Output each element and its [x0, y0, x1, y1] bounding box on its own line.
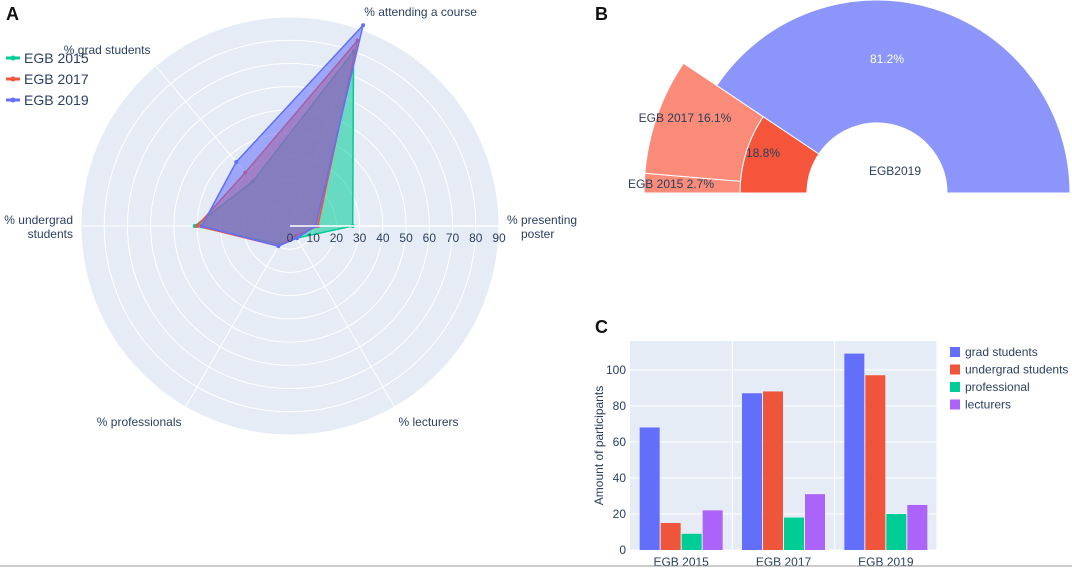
sunburst-label-egb2017: EGB 2017 16.1% [639, 111, 732, 125]
bar-y-tick-label: 40 [613, 471, 627, 485]
radar-series-point [199, 224, 204, 228]
legend-entry-label: EGB 2015 [24, 50, 89, 66]
bar-y-tick-label: 0 [619, 543, 626, 557]
bar [639, 427, 660, 550]
sunburst-chart: 81.2% 18.8% EGB 2017 16.1% EGB 2015 2.7% EGB… [628, 0, 1071, 194]
bar-y-tick-labels: 0 20 40 60 80 100 [606, 363, 626, 557]
bar-x-tick-label: EGB 2017 [756, 555, 812, 568]
bar [763, 391, 783, 550]
bar-x-tick-label: EGB 2015 [653, 555, 709, 568]
bar-legend-label: grad students [965, 345, 1038, 359]
radar-axis-label-line: % lecturers [399, 415, 459, 429]
bar-legend-swatch [950, 382, 960, 392]
bar-legend-swatch [950, 347, 960, 357]
radial-tick-label: 60 [423, 231, 437, 245]
bar-legend-label: lecturers [965, 398, 1011, 412]
radial-tick-label: 10 [307, 231, 321, 245]
radar-series-point [294, 236, 299, 241]
bar-chart: EGB 2015 EGB 2017 EGB 2019 0 20 40 60 80 100 Am… [592, 341, 1068, 568]
radar-legend[interactable]: EGB 2015 EGB 2017 EGB 2019 [6, 50, 89, 108]
radar-axis-label-line: poster [521, 227, 554, 241]
radar-axis-label-line: % presenting [507, 213, 577, 227]
sunburst-label-egb2015: EGB 2015 2.7% [628, 177, 714, 191]
bar-y-tick-label: 60 [613, 435, 627, 449]
radar-tick-labels: 0 10 20 30 40 50 60 70 80 90 [287, 225, 506, 245]
radar-spoke [185, 225, 291, 408]
radial-tick-label: 40 [376, 231, 390, 245]
radar-axis-label-line: % attending a course [364, 5, 477, 19]
radial-tick-label: 50 [399, 231, 413, 245]
radar-series-point [234, 159, 239, 164]
radar-series-point [361, 23, 366, 28]
panel-label-c: C [595, 317, 608, 337]
radar-axis-label: % grad students [64, 43, 151, 57]
bar-marks [639, 353, 928, 550]
bar-plot-background [630, 341, 937, 550]
bar-legend-label: undergrad students [965, 363, 1068, 377]
bar [702, 510, 723, 550]
bar-grid [630, 341, 938, 551]
bar-legend-swatch [950, 399, 960, 410]
bar-y-axis-label: Amount of participants [592, 386, 606, 505]
radar-axis-label: % professionals [97, 415, 182, 429]
radial-tick-label: 0 [287, 231, 294, 245]
radar-chart: 0 10 20 30 40 50 60 70 80 90 % attending a course… [4, 5, 577, 436]
radar-axis-label: % attending a course [364, 5, 477, 19]
bar [886, 513, 907, 550]
panel-label-b: B [595, 4, 608, 24]
bar [784, 517, 804, 550]
panel-label-a: A [6, 4, 19, 24]
radar-axis-label-line: students [28, 227, 73, 241]
radar-axis-label: % presenting poster [507, 213, 577, 241]
radar-axis-label: % lecturers [399, 415, 459, 429]
bar [907, 504, 928, 550]
sunburst-root-label: EGB2019 [869, 164, 921, 178]
bar-x-tick-label: EGB 2019 [858, 555, 914, 568]
bar-legend[interactable]: grad students undergrad students professio… [950, 345, 1068, 412]
radar-axis-label-line: % grad students [64, 43, 151, 57]
bar-y-tick-label: 20 [613, 507, 627, 521]
bar-x-tick-labels: EGB 2015 EGB 2017 EGB 2019 [653, 555, 913, 568]
radial-tick-label: 30 [353, 231, 367, 245]
radar-series-point [276, 244, 281, 249]
radial-tick-label: 20 [330, 231, 344, 245]
bar-y-tick-label: 100 [606, 363, 626, 377]
radar-series-point [195, 224, 200, 228]
bar [865, 375, 886, 550]
bar [681, 533, 702, 550]
legend-swatch-marker [10, 76, 16, 82]
radar-axis-label: % undergrad students [4, 213, 73, 241]
bar [805, 494, 825, 550]
sunburst-label-81: 81.2% [870, 52, 904, 66]
bar [660, 522, 681, 550]
radar-axis-labels: % attending a course % grad students % und… [4, 5, 577, 429]
legend-entry-label: EGB 2019 [24, 92, 89, 108]
bar-legend-label: professional [965, 380, 1030, 394]
bar-y-tick-label: 80 [613, 399, 627, 413]
radial-tick-label: 80 [469, 231, 483, 245]
radar-spoke [289, 225, 395, 408]
radial-tick-label: 70 [446, 231, 460, 245]
radar-axis-label-line: % undergrad [4, 213, 73, 227]
sunburst-segment-egb2019 [716, 0, 1071, 194]
legend-swatch-marker [10, 55, 16, 61]
legend-swatch-marker [10, 97, 16, 103]
legend-entry-label: EGB 2017 [24, 71, 89, 87]
radial-tick-label: 90 [492, 231, 506, 245]
bar [742, 393, 762, 550]
bar-legend-swatch [950, 364, 960, 375]
radar-axis-label-line: % professionals [97, 415, 182, 429]
radar-series [192, 22, 366, 249]
bar [844, 353, 865, 550]
sunburst-label-18: 18.8% [746, 146, 780, 160]
sunburst-segment-egb2017 [644, 62, 764, 182]
